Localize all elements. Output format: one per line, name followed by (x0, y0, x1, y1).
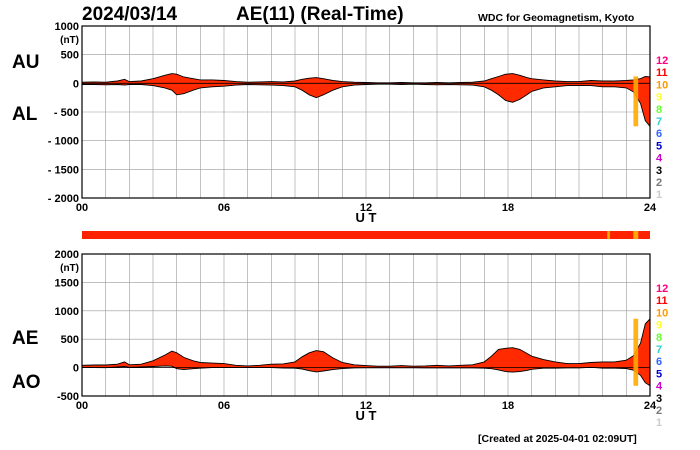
p2-legend-entry: 11 (656, 295, 668, 307)
p1-legend-entry: 5 (656, 140, 662, 152)
p2-frame (81, 253, 651, 397)
p2-xtick-label: 06 (218, 400, 230, 412)
p2-station-change-mark (633, 318, 639, 386)
p1-legend-entry: 3 (656, 165, 662, 177)
p1-legend-entry: 6 (656, 128, 662, 140)
p1-ytick-label: - 1500 (48, 164, 79, 176)
p2-ytick-label: 500 (61, 334, 79, 346)
p1-xtick-label: 24 (644, 202, 657, 214)
p1-ytick-label: 0 (73, 78, 79, 90)
p2-legend-entry: 3 (656, 393, 662, 405)
p1-legend-entry: 2 (656, 177, 662, 189)
p1-ytick-label: 500 (61, 50, 79, 62)
p2-legend-entry: 4 (656, 381, 663, 393)
panel2-upper-label: AE (12, 328, 39, 349)
p2-xlabel: U T (356, 408, 377, 423)
p2-ytick-label: -500 (57, 391, 79, 403)
p1-xtick-label: 18 (502, 202, 514, 214)
p2-legend-entry: 5 (656, 368, 662, 380)
station-strip-segment (607, 231, 610, 239)
p1-legend-entry: 11 (656, 67, 668, 79)
p2-xtick-label: 12 (360, 400, 372, 412)
p2-legend-entry: 10 (656, 307, 668, 319)
p1-legend-entry: 12 (656, 55, 668, 67)
p1-plot (81, 25, 651, 199)
p2-ytick-label: 2000 (55, 249, 79, 261)
station-strip-segment (82, 231, 608, 239)
p2-ytick-label: 1500 (55, 277, 79, 289)
data-source-label: WDC for Geomagnetism, Kyoto (478, 12, 635, 24)
panel1-lower-label: AL (12, 104, 38, 125)
p2-ylabel: (nT) (60, 263, 79, 274)
p1-legend-entry: 9 (656, 92, 662, 104)
p1-ytick-label: - 1000 (48, 136, 79, 148)
p2-legend-entry: 1 (656, 417, 662, 429)
station-strip-segment (609, 231, 634, 239)
p2-area (82, 318, 650, 386)
p2-legend-entry: 8 (656, 332, 662, 344)
p1-ytick-label: - 2000 (48, 193, 79, 205)
p1-legend-entry: 4 (656, 153, 663, 165)
p1-xtick-label: 06 (218, 202, 230, 214)
panel2-lower-label: AO (12, 372, 41, 393)
p2-legend-entry: 9 (656, 320, 662, 332)
p1-legend-entry: 10 (656, 79, 668, 91)
p2-legend-entry: 6 (656, 356, 662, 368)
p2-legend-entry: 12 (656, 283, 668, 295)
p1-xlabel: U T (356, 210, 377, 225)
created-timestamp: [Created at 2025-04-01 02:09UT] (478, 433, 637, 445)
p1-xtick-label: 00 (76, 202, 88, 214)
p1-series-al-line (82, 83, 651, 127)
p1-ytick-label: 1000 (55, 21, 79, 33)
p2-series-ae-line (81, 318, 651, 367)
p2-xtick-label: 18 (502, 400, 514, 412)
p1-series-au-line (81, 73, 651, 84)
p1-ylabel: (nT) (60, 35, 79, 46)
p1-legend-entry: 8 (656, 104, 662, 116)
p1-station-change-mark (633, 76, 639, 127)
p1-frame (81, 25, 651, 199)
p2-xtick-label: 24 (644, 400, 657, 412)
p1-area (82, 73, 650, 127)
p1-legend-entry: 7 (656, 116, 662, 128)
chart-title: AE(11) (Real-Time) (236, 4, 404, 25)
station-strip-segment (638, 231, 650, 239)
p2-ytick-label: 0 (73, 363, 79, 375)
station-strip-segment (633, 231, 639, 239)
p2-ytick-label: 1000 (55, 306, 79, 318)
p1-xtick-label: 12 (360, 202, 372, 214)
p2-plot (81, 253, 651, 397)
p1-ytick-label: - 500 (54, 107, 79, 119)
p1-legend-entry: 1 (656, 189, 662, 201)
p2-legend-entry: 7 (656, 344, 662, 356)
chart-date: 2024/03/14 (82, 4, 178, 25)
p2-xtick-label: 00 (76, 400, 88, 412)
p2-legend-entry: 2 (656, 405, 662, 417)
panel1-upper-label: AU (12, 52, 40, 73)
